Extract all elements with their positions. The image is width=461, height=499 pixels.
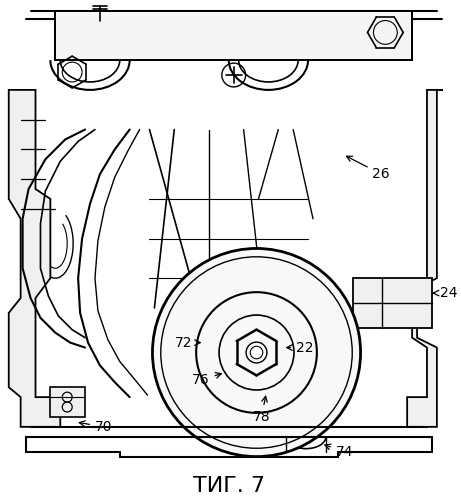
Text: 76: 76 [192, 373, 221, 387]
Bar [353, 278, 432, 328]
Polygon shape [55, 10, 160, 55]
Text: 72: 72 [175, 336, 200, 350]
Text: 22: 22 [287, 340, 313, 355]
Polygon shape [9, 90, 60, 427]
Text: 70: 70 [79, 420, 112, 434]
Bar [55, 10, 412, 60]
Text: 78: 78 [253, 396, 270, 424]
Text: ΤИГ. 7: ΤИГ. 7 [193, 477, 265, 497]
Bar [50, 387, 85, 417]
Text: 24: 24 [433, 286, 457, 300]
Text: 74: 74 [325, 444, 353, 459]
Text: 26: 26 [347, 156, 390, 181]
Circle shape [250, 346, 263, 359]
Polygon shape [407, 90, 443, 427]
Circle shape [153, 249, 361, 457]
